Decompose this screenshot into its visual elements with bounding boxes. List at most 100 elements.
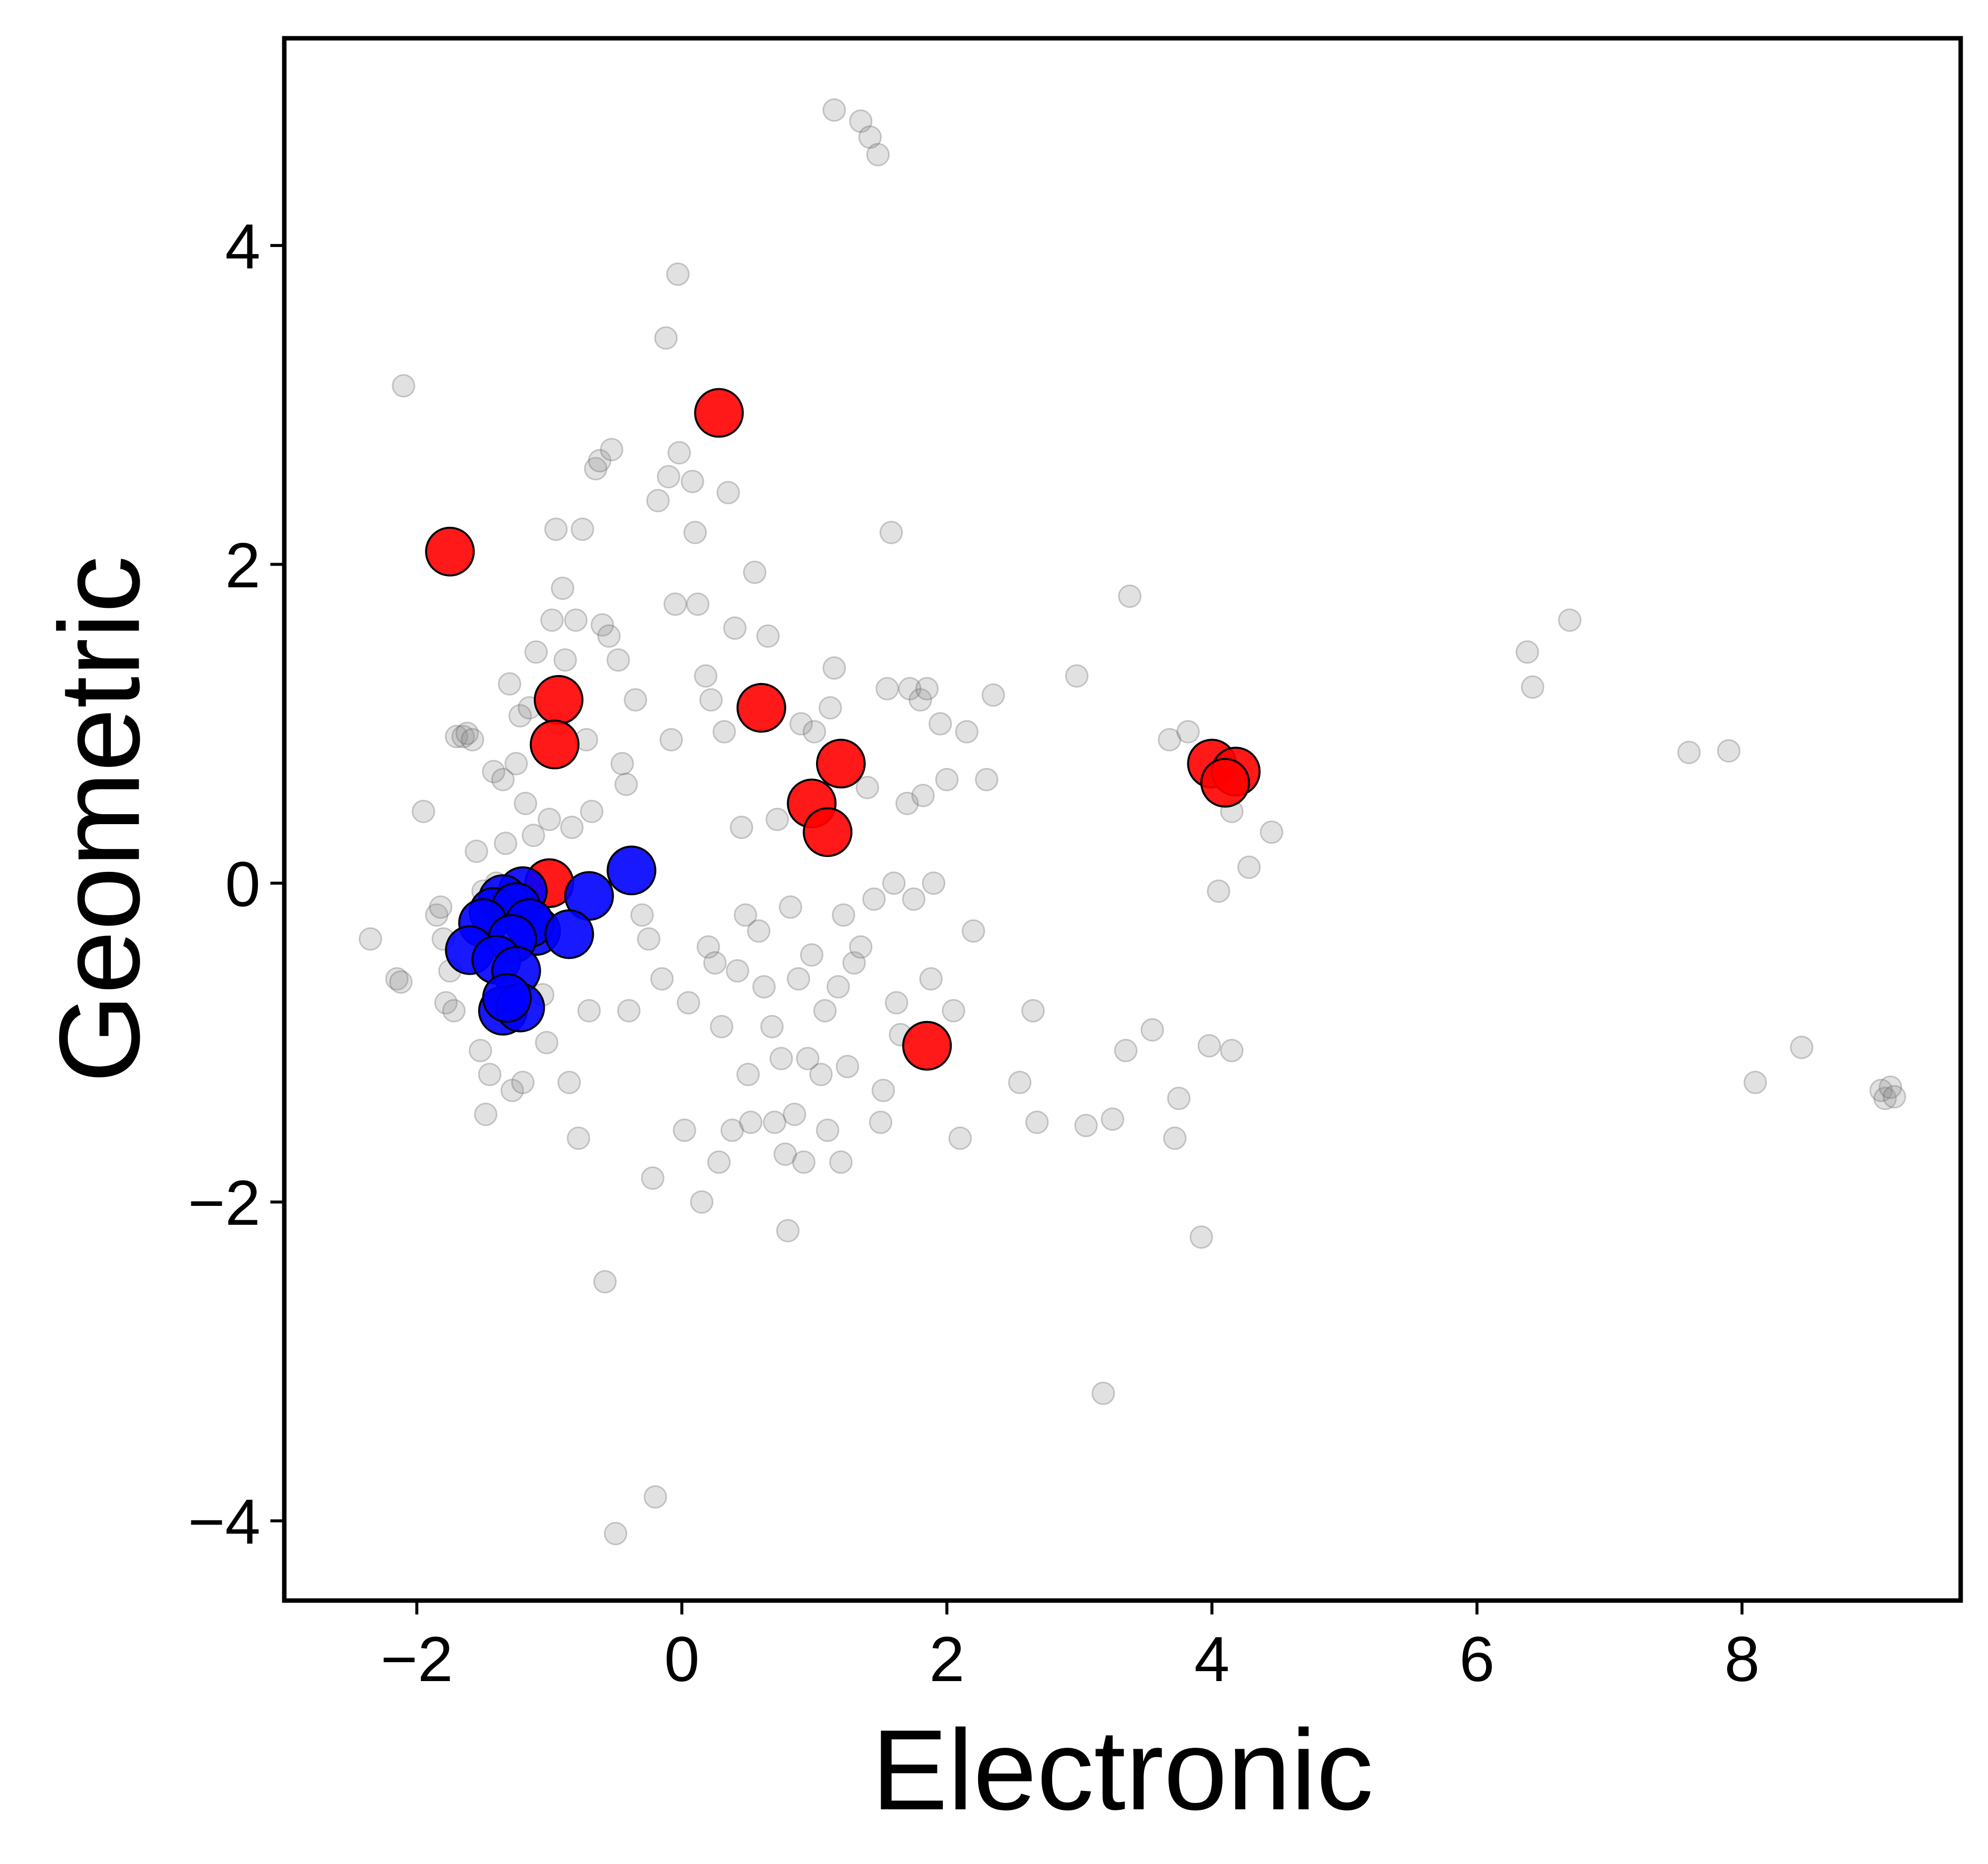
background-point — [1259, 820, 1283, 844]
background-point — [1869, 1079, 1893, 1102]
background-point — [703, 951, 727, 975]
background-point — [776, 1219, 800, 1243]
background-point — [1158, 728, 1181, 752]
background-point — [696, 935, 720, 959]
background-point — [769, 1047, 793, 1071]
y-tick-label: 0 — [225, 849, 260, 920]
background-point — [942, 999, 966, 1022]
background-point — [610, 752, 634, 775]
background-point — [800, 943, 824, 967]
background-point — [425, 903, 449, 927]
red-point — [529, 719, 580, 769]
background-point — [637, 927, 661, 951]
background-point — [641, 1166, 664, 1190]
background-point — [831, 903, 855, 927]
background-point — [707, 1150, 731, 1174]
background-point — [644, 1485, 667, 1509]
background-point — [455, 721, 479, 745]
background-point — [504, 752, 528, 775]
background-point — [597, 624, 621, 648]
background-point — [760, 1015, 784, 1038]
x-tick-label: 0 — [664, 1624, 699, 1695]
background-point — [962, 919, 986, 943]
background-point — [898, 677, 922, 701]
background-point — [389, 970, 413, 994]
background-point — [1025, 1110, 1049, 1134]
background-point — [835, 1055, 859, 1079]
background-point — [1677, 741, 1701, 764]
background-point — [823, 656, 846, 680]
x-axis-title: Electronic — [872, 1706, 1374, 1834]
background-point — [789, 712, 813, 736]
background-point — [694, 664, 718, 688]
background-point — [1717, 739, 1740, 763]
background-point — [902, 887, 926, 911]
background-point — [752, 975, 776, 999]
background-point — [842, 951, 866, 975]
background-point — [1176, 720, 1200, 744]
background-point — [866, 143, 890, 167]
background-point — [885, 991, 909, 1015]
background-point — [577, 999, 601, 1022]
background-point — [1515, 640, 1539, 664]
background-point — [1163, 1126, 1187, 1150]
background-point — [1197, 1034, 1221, 1058]
background-point — [686, 593, 710, 616]
background-point — [792, 1150, 816, 1174]
background-point — [553, 648, 577, 672]
background-point — [491, 767, 515, 791]
background-point — [1790, 1035, 1814, 1059]
red-point — [1200, 758, 1250, 808]
x-tick-label: 2 — [929, 1624, 965, 1695]
background-point — [862, 887, 886, 911]
background-point — [823, 98, 846, 122]
background-point — [667, 441, 691, 465]
background-point — [928, 712, 952, 736]
blue-point — [544, 909, 594, 959]
background-point — [676, 991, 700, 1015]
background-point — [716, 481, 740, 505]
background-point — [604, 1522, 628, 1545]
background-point — [773, 1142, 797, 1166]
background-point — [1008, 1071, 1032, 1095]
background-point — [551, 576, 575, 600]
background-point — [540, 608, 564, 632]
background-point — [699, 688, 723, 712]
background-point — [567, 1126, 590, 1150]
background-point — [445, 725, 469, 749]
background-point — [557, 1071, 581, 1095]
background-point — [882, 871, 906, 895]
background-point — [869, 1110, 893, 1134]
background-point — [787, 967, 811, 991]
background-point — [358, 927, 382, 951]
background-point — [461, 728, 485, 752]
background-point — [451, 725, 475, 749]
background-point — [1074, 1113, 1098, 1137]
background-point — [1118, 585, 1142, 608]
background-point — [654, 326, 678, 350]
background-point — [535, 1031, 559, 1054]
background-point — [392, 374, 415, 398]
background-point — [412, 799, 435, 823]
x-tick-label: 8 — [1724, 1624, 1759, 1695]
y-axis-title: Geometric — [36, 556, 164, 1083]
background-point — [588, 449, 612, 473]
background-point — [871, 1079, 895, 1102]
background-point — [590, 613, 614, 637]
y-tick-label: −2 — [188, 1168, 260, 1239]
background-point — [849, 935, 873, 959]
y-tick-label: 2 — [225, 530, 260, 601]
background-point — [663, 593, 687, 616]
background-point — [765, 808, 789, 831]
background-point — [482, 760, 505, 783]
background-point — [1558, 608, 1581, 632]
background-point — [571, 517, 594, 541]
background-point — [975, 767, 998, 791]
background-point — [1091, 1381, 1115, 1405]
background-point — [680, 470, 704, 494]
background-point — [915, 677, 939, 701]
background-point — [524, 640, 548, 664]
background-point — [756, 624, 780, 648]
background-point — [1167, 1087, 1191, 1110]
background-point — [955, 720, 979, 744]
